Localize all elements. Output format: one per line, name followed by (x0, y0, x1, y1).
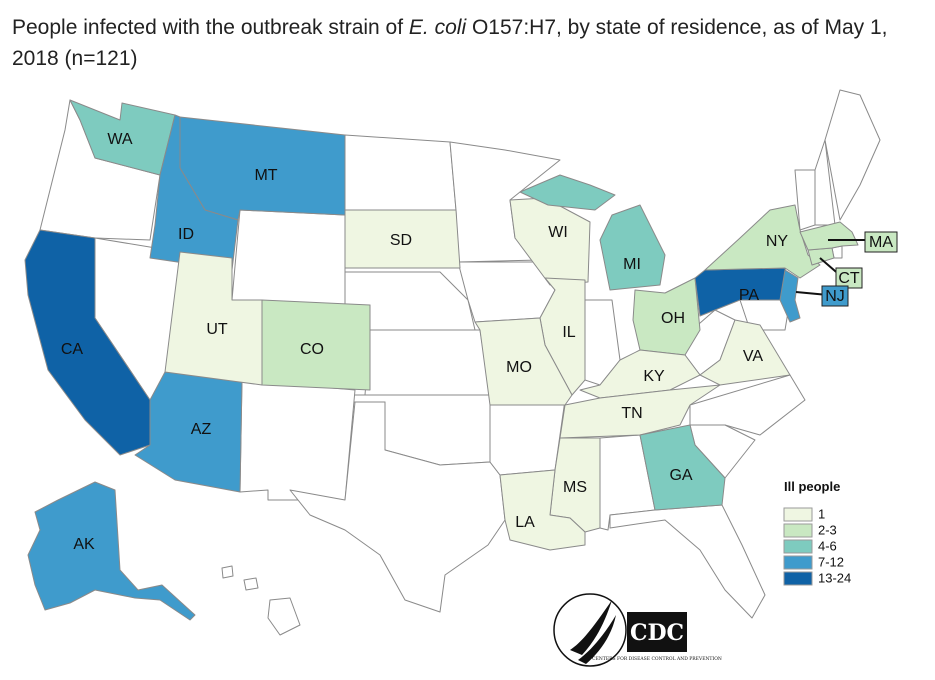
label-NJ: NJ (825, 288, 845, 305)
state-MO (474, 317, 573, 406)
label-PA: PA (739, 287, 759, 304)
state-NY (704, 204, 821, 279)
legend-label: 13-24 (818, 570, 851, 585)
label-AK: AK (73, 536, 95, 553)
state-labels: WA MT ID CA AZ AK UT CO SD WI MI IL MO O… (61, 131, 789, 553)
legend-label: 4-6 (818, 538, 837, 553)
state-ID (149, 114, 239, 271)
legend-swatch (783, 555, 813, 570)
label-WA: WA (107, 131, 133, 148)
state-CT (807, 247, 835, 266)
unaffected-states (39, 89, 881, 636)
label-UT: UT (206, 321, 228, 338)
state-VA (699, 319, 791, 386)
callout-NJ-box (821, 285, 849, 307)
label-MO: MO (506, 359, 532, 376)
affected-states (24, 99, 859, 621)
cdc-logo: CDC CENTERS FOR DISEASE CONTROL AND PREV… (592, 612, 722, 662)
state-LA (499, 469, 586, 551)
legend-swatch (783, 571, 813, 586)
label-CO: CO (300, 341, 324, 358)
label-MI: MI (623, 256, 641, 273)
state-MI (519, 174, 666, 291)
label-MA: MA (869, 234, 893, 251)
label-WI: WI (548, 224, 568, 241)
cdc-logo-subtext: CENTERS FOR DISEASE CONTROL AND PREVENTI… (592, 656, 722, 662)
label-MS: MS (563, 479, 587, 496)
label-CA: CA (61, 341, 84, 358)
northeast-callouts: MA CT NJ (821, 231, 898, 307)
legend-swatch (783, 539, 813, 554)
legend-swatch (783, 507, 813, 522)
state-CA (24, 229, 151, 456)
hhs-eagle-seal-icon (553, 593, 627, 667)
state-SD (344, 209, 461, 269)
label-OH: OH (661, 310, 685, 327)
label-CT: CT (838, 270, 860, 287)
label-GA: GA (669, 467, 692, 484)
state-OH (632, 277, 701, 356)
label-ID: ID (178, 226, 194, 243)
state-TN (559, 384, 721, 439)
legend-swatch (783, 523, 813, 538)
label-NY: NY (766, 233, 789, 250)
legend-title: Ill people (784, 479, 840, 494)
label-SD: SD (390, 232, 412, 249)
map-title: People infected with the outbreak strain… (12, 16, 888, 70)
callout-CT-box (835, 267, 863, 289)
callout-MA-box (864, 231, 898, 253)
label-AZ: AZ (191, 421, 212, 438)
state-MA (799, 221, 859, 251)
cdc-logo-text: CDC (630, 620, 684, 646)
cdc-logo-box (627, 612, 687, 652)
label-VA: VA (743, 348, 763, 365)
legend-label: 1 (818, 506, 825, 521)
state-CO (261, 299, 371, 391)
label-TN: TN (621, 405, 642, 422)
hhs-logo (553, 593, 627, 667)
label-KY: KY (643, 368, 665, 385)
legend-label: 2-3 (818, 522, 837, 537)
label-IL: IL (562, 324, 575, 341)
legend-label: 7-12 (818, 554, 844, 569)
state-AK (27, 481, 196, 621)
state-GA (639, 424, 726, 511)
label-LA: LA (515, 514, 535, 531)
label-MT: MT (254, 167, 277, 184)
state-AZ (134, 371, 243, 493)
state-NJ (779, 269, 801, 323)
